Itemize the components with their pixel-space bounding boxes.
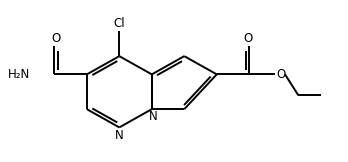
Text: O: O — [52, 32, 61, 45]
Text: Cl: Cl — [113, 17, 125, 30]
Text: O: O — [277, 68, 286, 81]
Text: N: N — [115, 129, 124, 142]
Text: O: O — [243, 32, 252, 45]
Text: H₂N: H₂N — [8, 68, 30, 81]
Text: N: N — [149, 110, 158, 123]
